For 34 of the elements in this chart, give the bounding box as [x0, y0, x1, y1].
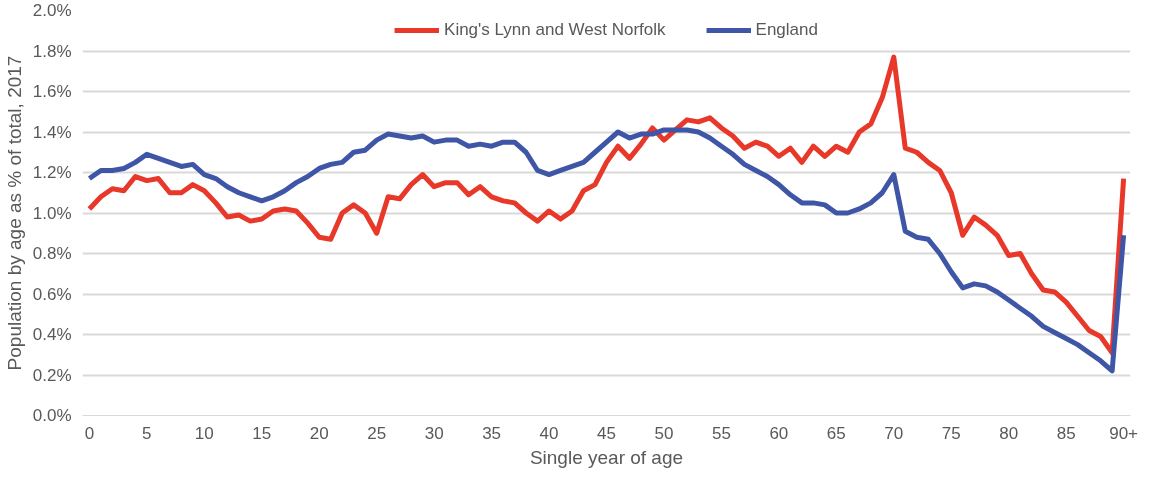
- y-tick-label: 1.2%: [32, 163, 72, 182]
- x-tick-label: 25: [367, 423, 387, 443]
- y-tick-label: 0.4%: [32, 325, 72, 344]
- y-tick-label: 0.6%: [32, 284, 72, 304]
- y-tick-label: 0.8%: [32, 244, 72, 263]
- x-tick-label: 0: [84, 423, 95, 443]
- y-tick-label: 1.4%: [32, 122, 72, 142]
- x-axis-title: Single year of age: [529, 446, 684, 468]
- x-tick-label: 80: [999, 423, 1019, 443]
- x-tick-label: 55: [711, 423, 731, 443]
- y-tick-label: 0.2%: [32, 365, 72, 385]
- x-tick-label: 5: [142, 423, 152, 443]
- y-tick-label: 1.8%: [32, 41, 72, 61]
- x-tick-label: 90+: [1109, 423, 1139, 443]
- x-tick-label: 40: [539, 423, 559, 443]
- y-tick-label: 2.0%: [32, 1, 72, 20]
- x-tick-label: 50: [654, 423, 674, 443]
- x-tick-label: 75: [941, 423, 961, 443]
- x-tick-label: 30: [424, 423, 444, 443]
- x-tick-label: 70: [884, 423, 904, 443]
- x-tick-label: 65: [826, 423, 846, 443]
- x-tick-label: 35: [482, 423, 502, 443]
- x-tick-label: 15: [252, 423, 272, 443]
- x-tick-label: 20: [309, 423, 329, 443]
- x-tick-label: 85: [1056, 423, 1076, 443]
- legend-label: England: [755, 20, 818, 40]
- legend-label: King's Lynn and West Norfolk: [444, 20, 666, 40]
- x-tick-label: 45: [597, 423, 616, 443]
- y-axis-title: Population by age as % of total, 2017: [3, 55, 25, 371]
- x-tick-label: 60: [769, 423, 789, 443]
- x-tick-label: 10: [194, 423, 214, 443]
- y-tick-label: 0.0%: [32, 406, 72, 425]
- y-tick-label: 1.6%: [32, 82, 72, 101]
- y-tick-label: 1.0%: [32, 203, 72, 223]
